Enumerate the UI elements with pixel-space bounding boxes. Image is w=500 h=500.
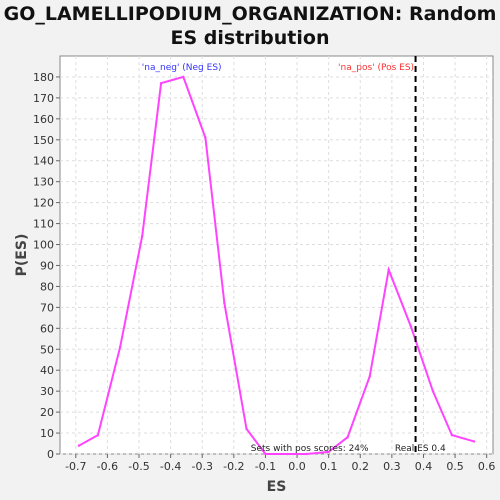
data-point	[450, 433, 454, 437]
y-tick-label: 80	[40, 280, 54, 293]
y-tick-label: 140	[33, 155, 54, 168]
x-tick-label: 0.2	[352, 460, 370, 473]
grid-lines	[60, 56, 493, 455]
data-point	[409, 325, 413, 328]
axis-ticks: -0.7 -0.6 -0.5 -0.4 -0.3 -0.2 -0.1 0.0 0.1 0.2 0.3…	[33, 71, 495, 473]
data-point	[182, 75, 185, 79]
title-line-2: ES distribution	[170, 27, 330, 49]
y-tick-label: 70	[40, 301, 54, 314]
data-point	[387, 268, 390, 271]
y-tick-label: 180	[33, 71, 54, 84]
data-point	[159, 82, 163, 85]
x-tick-label: -0.6	[97, 460, 118, 473]
y-tick-label: 130	[33, 176, 54, 189]
y-tick-label: 160	[33, 113, 54, 126]
x-tick-label: 0.0	[288, 460, 306, 473]
y-tick-label: 30	[40, 385, 54, 398]
x-tick-label: -0.5	[128, 460, 149, 473]
x-tick-label: -0.7	[65, 460, 86, 473]
data-point	[77, 444, 81, 447]
pos-es-label: 'na_pos' (Pos ES)	[338, 63, 414, 73]
y-tick-label: 50	[40, 343, 54, 356]
y-tick-label: 120	[33, 197, 54, 210]
y-tick-label: 150	[33, 134, 54, 147]
series-group	[77, 75, 476, 456]
data-point	[204, 136, 207, 139]
data-point	[286, 452, 289, 456]
pos-scores-note: Sets with pos scores: 24%	[251, 444, 369, 454]
data-point	[140, 234, 144, 238]
x-tick-label: 0.1	[320, 460, 338, 473]
data-point	[264, 452, 267, 456]
data-point	[305, 452, 308, 456]
data-point	[346, 436, 349, 439]
y-tick-label: 20	[40, 406, 54, 419]
data-point	[223, 301, 226, 305]
y-tick-label: 60	[40, 322, 54, 335]
data-point	[327, 450, 330, 454]
plot-area	[59, 55, 494, 455]
y-axis-title: P(ES)	[14, 234, 30, 277]
data-point	[431, 389, 435, 393]
chart-title: GO_LAMELLIPODIUM_ORGANIZATION: Random ES…	[0, 2, 500, 50]
annotations: 'na_neg' (Neg ES) 'na_pos' (Pos ES) Sets w…	[142, 56, 446, 454]
x-tick-label: 0.6	[478, 460, 496, 473]
data-point	[472, 440, 476, 443]
neg-es-label: 'na_neg' (Neg ES)	[142, 63, 222, 73]
y-tick-label: 110	[33, 218, 54, 231]
x-tick-label: -0.3	[191, 460, 212, 473]
y-tick-label: 90	[40, 259, 54, 272]
title-line-1: GO_LAMELLIPODIUM_ORGANIZATION: Random	[3, 3, 497, 25]
x-tick-label: -0.4	[160, 460, 181, 473]
x-tick-label: 0.4	[415, 460, 433, 473]
es-distribution-line	[78, 75, 475, 455]
y-tick-label: 10	[40, 427, 54, 440]
x-tick-label: -0.2	[223, 460, 244, 473]
data-point	[96, 433, 100, 437]
real-es-label: Real ES 0.4	[395, 444, 446, 454]
x-axis-title: ES	[267, 479, 287, 495]
x-tick-label: -0.1	[255, 460, 276, 473]
y-tick-label: 0	[47, 448, 54, 461]
y-tick-label: 170	[33, 92, 54, 105]
x-tick-label: 0.5	[446, 460, 464, 473]
data-point	[245, 427, 248, 431]
x-tick-label: 0.3	[383, 460, 401, 473]
data-point	[368, 375, 371, 378]
y-tick-label: 100	[33, 239, 54, 252]
data-point	[118, 345, 122, 349]
y-tick-label: 40	[40, 364, 54, 377]
